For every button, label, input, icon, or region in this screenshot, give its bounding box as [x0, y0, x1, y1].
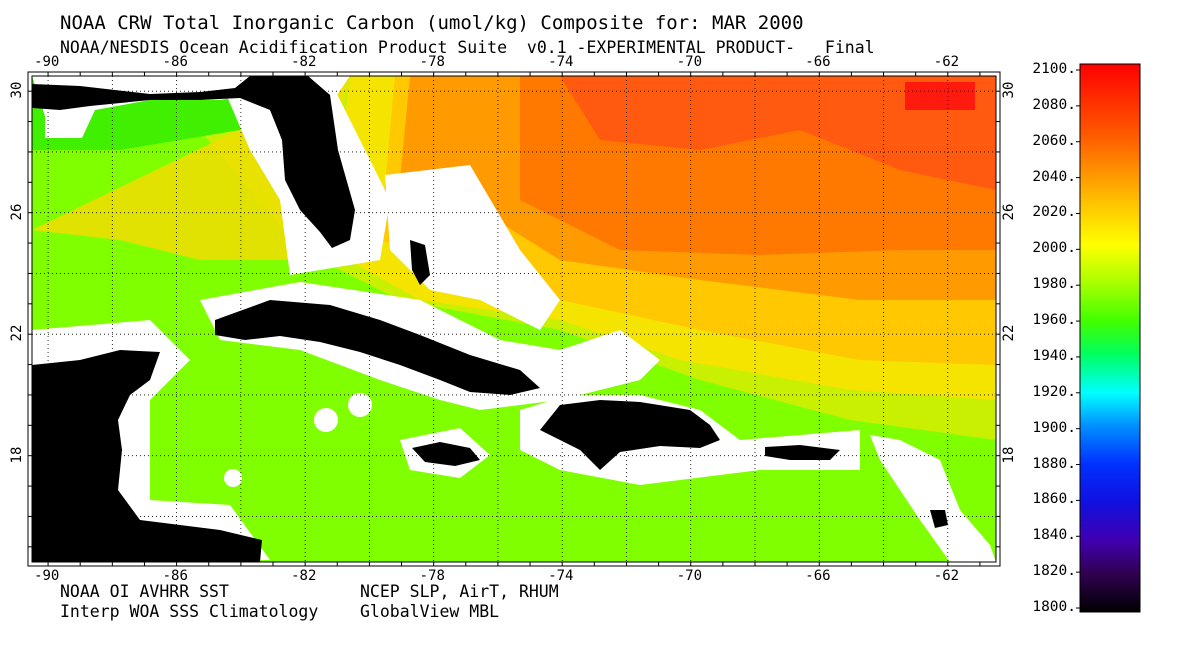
- lat-label-left: 30: [9, 81, 25, 99]
- field-red-orange: [560, 76, 996, 190]
- lon-label-bottom: -70: [676, 568, 703, 584]
- colorbar-label: 1880.: [1032, 455, 1076, 472]
- map-title: NOAA CRW Total Inorganic Carbon (umol/kg…: [60, 12, 804, 34]
- colorbar: [1079, 63, 1141, 613]
- colorbar-label: 1840.: [1032, 527, 1076, 544]
- lon-label-bottom: -90: [34, 568, 60, 584]
- source-globalview: GlobalView MBL: [360, 602, 500, 621]
- lon-label-top: -82: [291, 54, 317, 70]
- lon-label-bottom: -86: [162, 568, 188, 584]
- lon-label-bottom: -62: [933, 568, 960, 584]
- colorbar-label: 1820.: [1032, 563, 1076, 580]
- tco2-field: [32, 76, 996, 562]
- graticule: [28, 72, 1000, 566]
- colorbar-label: 2020.: [1032, 204, 1076, 221]
- colorbar-label: 2040.: [1032, 168, 1076, 185]
- lon-label-top: -74: [548, 54, 574, 70]
- colorbar-label: 1920.: [1032, 383, 1076, 400]
- source-sst: NOAA OI AVHRR SST: [60, 582, 229, 601]
- land-lesser-antilles: [930, 510, 948, 528]
- land-puerto-rico: [765, 445, 840, 460]
- colorbar-label: 2100.: [1032, 61, 1076, 77]
- lon-label-top: -70: [676, 54, 703, 70]
- colorbar-label: 2060.: [1032, 132, 1076, 149]
- colorbar-label: 1980.: [1032, 276, 1076, 293]
- lon-label-top: -66: [805, 54, 831, 70]
- colorbar-label: 1940.: [1032, 347, 1076, 364]
- lat-label-left: 22: [9, 324, 25, 342]
- land-yucatan: [32, 350, 262, 562]
- lat-label-right: 30: [1001, 81, 1017, 99]
- lat-label-left: 26: [9, 203, 25, 221]
- lon-label-bottom: -78: [419, 568, 445, 584]
- lon-label-bottom: -82: [291, 568, 317, 584]
- map-frame: [31, 75, 997, 563]
- lat-label-right: 22: [1001, 324, 1017, 342]
- lon-label-top: -86: [162, 54, 188, 70]
- land-florida-gulf: [32, 76, 355, 248]
- source-ncep: NCEP SLP, AirT, RHUM: [360, 582, 559, 601]
- colorbar-ticks: [1076, 69, 1080, 609]
- colorbar-label: 1960.: [1032, 312, 1076, 329]
- colorbar-label: 2080.: [1032, 96, 1076, 113]
- lon-label-bottom: -74: [548, 568, 574, 584]
- lat-label-right: 18: [1001, 446, 1017, 464]
- lon-label-bottom: -66: [805, 568, 831, 584]
- colorbar-label: 1900.: [1032, 419, 1076, 436]
- lat-label-right: 26: [1001, 203, 1017, 221]
- mask-bahamas: [385, 165, 560, 330]
- field-red: [905, 82, 975, 110]
- source-sss: Interp WOA SSS Climatology: [60, 602, 319, 621]
- colorbar-label: 1800.: [1032, 599, 1076, 615]
- mask-islet: [224, 469, 242, 487]
- land-hispaniola: [540, 400, 720, 470]
- mask-cayman-2: [348, 393, 372, 417]
- land-jamaica: [412, 442, 480, 466]
- lon-label-top: -78: [419, 54, 445, 70]
- map-subtitle: NOAA/NESDIS Ocean Acidification Product …: [60, 38, 875, 57]
- colorbar-label: 1860.: [1032, 491, 1076, 508]
- colorbar-label: 2000.: [1032, 240, 1076, 257]
- lon-label-top: -62: [933, 54, 960, 70]
- mask-antilles: [870, 435, 996, 562]
- land-cuba: [215, 300, 540, 395]
- lon-label-top: -90: [34, 54, 60, 70]
- map-outer-frame: [27, 71, 1001, 567]
- lat-label-left: 18: [9, 446, 25, 464]
- mask-cayman: [314, 408, 338, 432]
